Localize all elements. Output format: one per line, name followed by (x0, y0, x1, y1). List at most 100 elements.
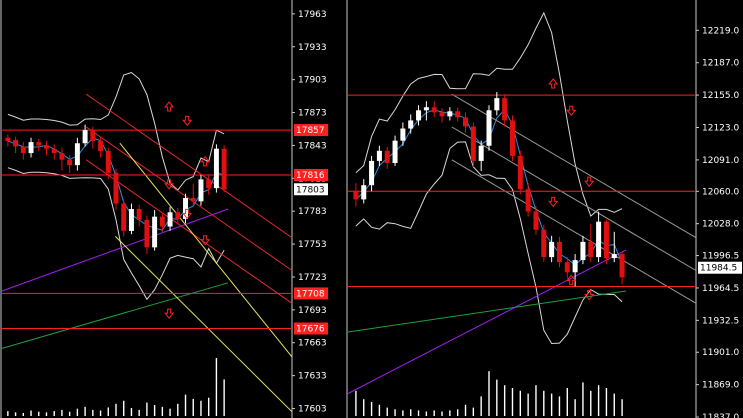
price-level-tag-label: 17816 (296, 171, 325, 181)
y-tick-label: 11964.5 (702, 284, 739, 294)
candle-body (556, 241, 562, 263)
y-tick-label: 11869.0 (702, 381, 739, 391)
arrow-down-marker (164, 308, 175, 319)
candle-body (588, 241, 594, 258)
price-level-tag-label: 17676 (296, 324, 325, 334)
y-tick-label: 11996.5 (702, 252, 739, 262)
candle-body (67, 159, 73, 166)
arrow-down-marker (182, 208, 193, 220)
candle-body (533, 211, 539, 230)
candle-body (5, 137, 11, 142)
candle-body (198, 179, 204, 202)
candle-body (59, 153, 65, 160)
arrow-down-marker (566, 105, 577, 117)
candle-body (596, 221, 602, 258)
candle-body (541, 229, 547, 258)
y-tick-label: 11837.0 (702, 413, 739, 418)
current-price-tag (294, 183, 328, 196)
candle-body (167, 212, 173, 227)
yellow-channel-line (115, 236, 293, 413)
y-tick-label: 17633 (298, 372, 327, 382)
price-level-tag (294, 169, 328, 182)
candle-body (400, 128, 406, 141)
candle-body (611, 254, 617, 259)
price-level-tag (294, 322, 328, 335)
y-tick-label: 17663 (298, 339, 327, 349)
trend-channel-line (85, 126, 293, 271)
trend-channel-line (451, 93, 697, 239)
y-tick-label: 12187.0 (702, 59, 739, 69)
candle-body (159, 216, 165, 227)
y-tick-label: 17723 (298, 273, 327, 283)
yellow-channel-line (119, 142, 293, 358)
candle-body (369, 160, 375, 186)
y-tick-label: 12123.0 (702, 124, 739, 134)
purple-moving-average (1, 208, 229, 292)
y-tick-label: 11901.0 (702, 348, 739, 358)
candle-body (580, 241, 586, 261)
candle-body (439, 112, 445, 117)
y-tick-label: 17693 (298, 306, 327, 316)
candle-body (20, 146, 26, 154)
candle-body (74, 143, 80, 166)
y-tick-label: 12028.0 (702, 220, 739, 230)
arrow-up-marker (548, 78, 559, 89)
left-chart-panel: 1796317933179031787317843178131778317753… (0, 0, 328, 418)
price-level-tag-label: 17708 (296, 289, 325, 299)
lower-band-line (355, 141, 623, 345)
price-level-tag (294, 124, 328, 137)
candle-body (105, 150, 111, 173)
candle-body (175, 212, 181, 219)
candle-body (113, 172, 119, 204)
candle-body (502, 98, 508, 121)
y-tick-label: 17963 (298, 10, 327, 20)
candle-body (51, 148, 57, 154)
candle-body (82, 130, 88, 144)
candle-body (28, 142, 34, 154)
candle-body (486, 110, 492, 146)
candle-body (183, 198, 188, 219)
candle-body (98, 141, 104, 151)
y-tick-label: 12060.0 (702, 187, 739, 197)
arrow-down-marker (584, 176, 595, 187)
green-moving-average (347, 290, 627, 333)
arrow-down-marker (548, 196, 559, 208)
y-tick-label: 17843 (298, 141, 327, 151)
current-price-tag (698, 261, 742, 274)
candle-body (361, 185, 367, 200)
purple-moving-average (347, 249, 627, 394)
candle-body (431, 107, 437, 113)
candle-body (152, 216, 158, 248)
candle-body (463, 117, 469, 127)
y-tick-label: 12219.0 (702, 26, 739, 36)
candle-body (392, 140, 398, 163)
candle-body (572, 260, 578, 273)
candle-body (190, 198, 196, 202)
candle-body (509, 120, 515, 156)
candle-body (455, 111, 461, 118)
candle-body (221, 148, 227, 190)
trend-channel-line (451, 126, 697, 271)
upper-band-line (355, 11, 623, 217)
y-tick-label: 12091.0 (702, 156, 739, 166)
arrow-down-marker (164, 179, 175, 190)
candle-body (213, 148, 219, 189)
candle-body (603, 221, 609, 259)
candle-body (36, 142, 42, 146)
candle-body (13, 139, 19, 147)
candle-body (517, 155, 523, 190)
arrow-down-marker (200, 235, 211, 246)
candle-body (494, 98, 500, 111)
price-level-tag (294, 287, 328, 300)
candle-body (447, 111, 453, 117)
right-chart-panel: 12219.0 12187.0 12155.0 12123.0 12091.0 12060… (346, 0, 742, 418)
trend-channel-line (85, 93, 293, 239)
candle-body (376, 150, 382, 161)
candle-body (549, 241, 555, 258)
candle-body (384, 150, 390, 163)
candle-body (144, 219, 150, 248)
candle-body (408, 120, 414, 129)
y-tick-label: 17753 (298, 240, 327, 250)
